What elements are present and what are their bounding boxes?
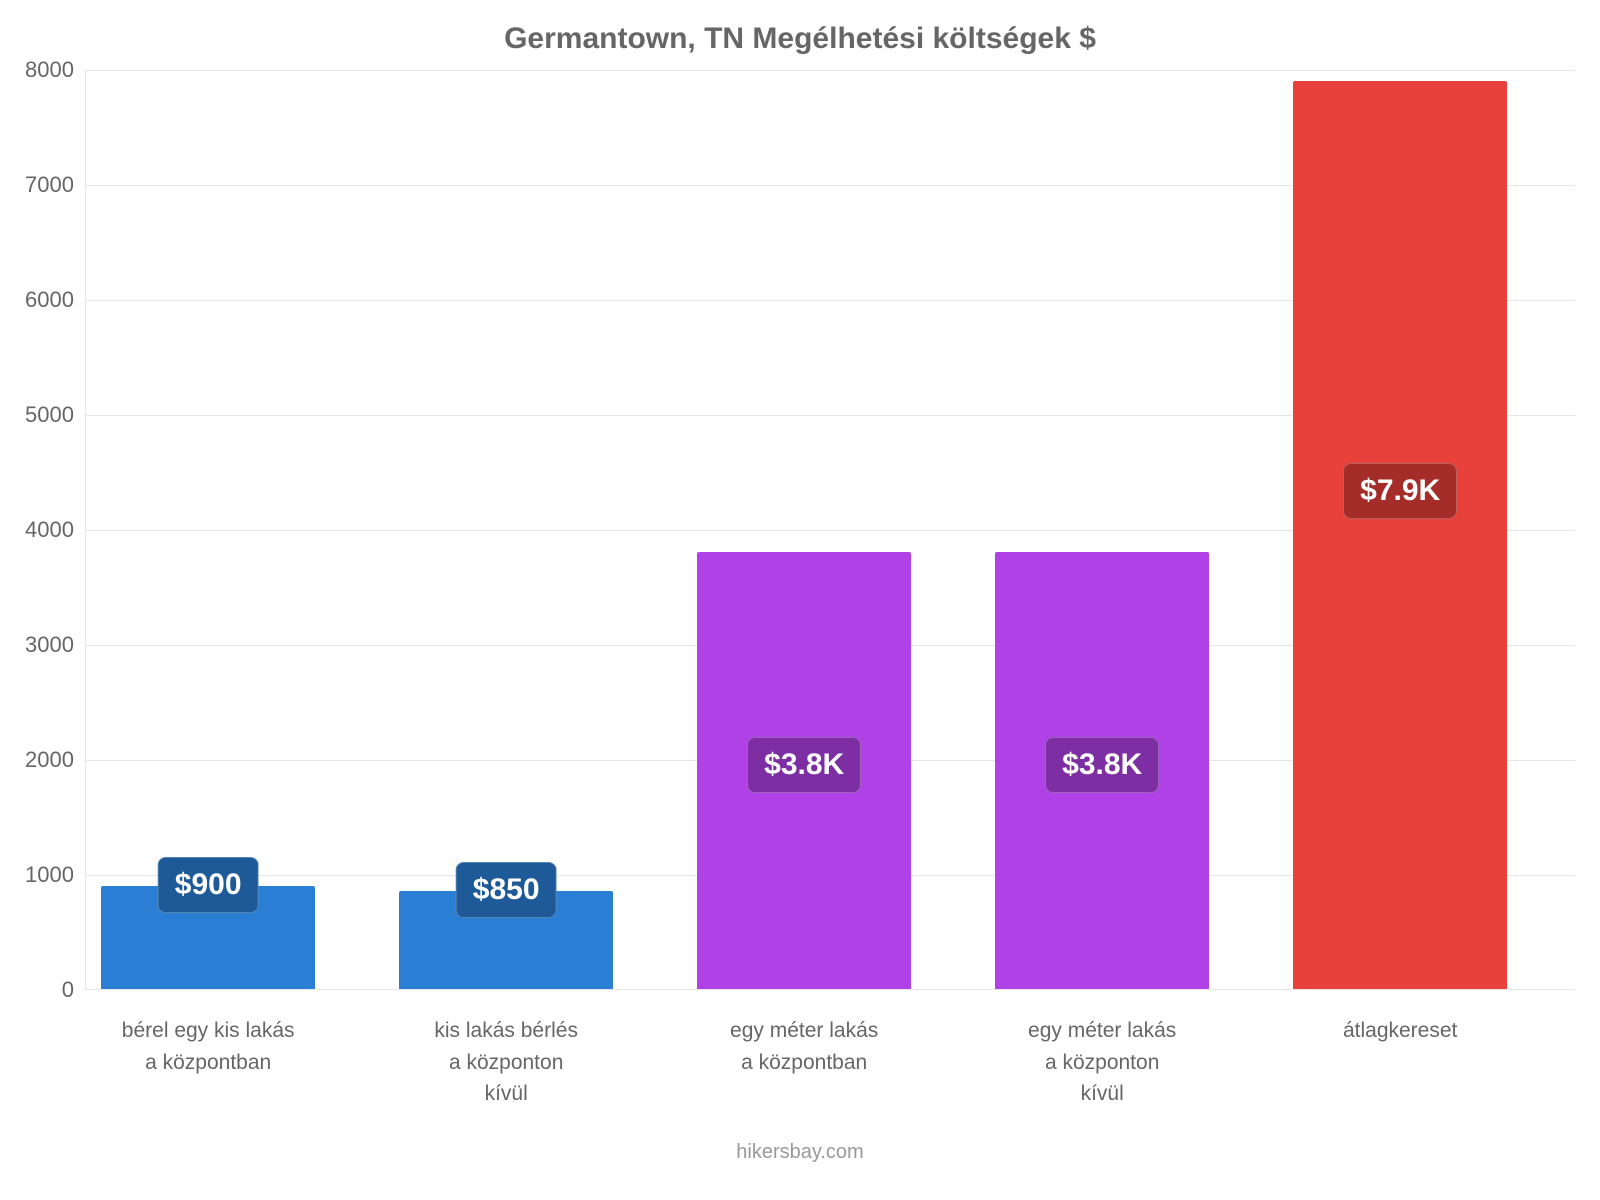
x-category-label: egy méter lakás a központban bbox=[730, 1015, 878, 1078]
plot-area: 010002000300040005000600070008000$900bér… bbox=[85, 70, 1575, 990]
bar-value-label: $3.8K bbox=[1045, 737, 1159, 793]
bar-value-label: $900 bbox=[158, 857, 259, 913]
bar bbox=[1293, 81, 1508, 990]
bar-value-label: $850 bbox=[456, 862, 557, 918]
x-category-label: bérel egy kis lakás a központban bbox=[122, 1015, 295, 1078]
y-tick-label: 7000 bbox=[25, 172, 86, 198]
y-tick-label: 2000 bbox=[25, 747, 86, 773]
bar-value-label: $7.9K bbox=[1343, 463, 1457, 519]
x-category-label: egy méter lakás a központon kívül bbox=[1028, 1015, 1176, 1110]
credit-text: hikersbay.com bbox=[0, 1141, 1600, 1164]
chart-container: Germantown, TN Megélhetési költségek $ 0… bbox=[0, 0, 1600, 1200]
y-tick-label: 3000 bbox=[25, 632, 86, 658]
y-tick-label: 6000 bbox=[25, 287, 86, 313]
chart-title: Germantown, TN Megélhetési költségek $ bbox=[0, 22, 1600, 56]
x-category-label: átlagkereset bbox=[1343, 1015, 1457, 1047]
x-category-label: kis lakás bérlés a központon kívül bbox=[434, 1015, 578, 1110]
y-tick-label: 5000 bbox=[25, 402, 86, 428]
y-tick-label: 0 bbox=[62, 977, 86, 1003]
bar-value-label: $3.8K bbox=[747, 737, 861, 793]
gridline bbox=[86, 70, 1575, 71]
y-tick-label: 1000 bbox=[25, 862, 86, 888]
y-tick-label: 8000 bbox=[25, 57, 86, 83]
y-tick-label: 4000 bbox=[25, 517, 86, 543]
